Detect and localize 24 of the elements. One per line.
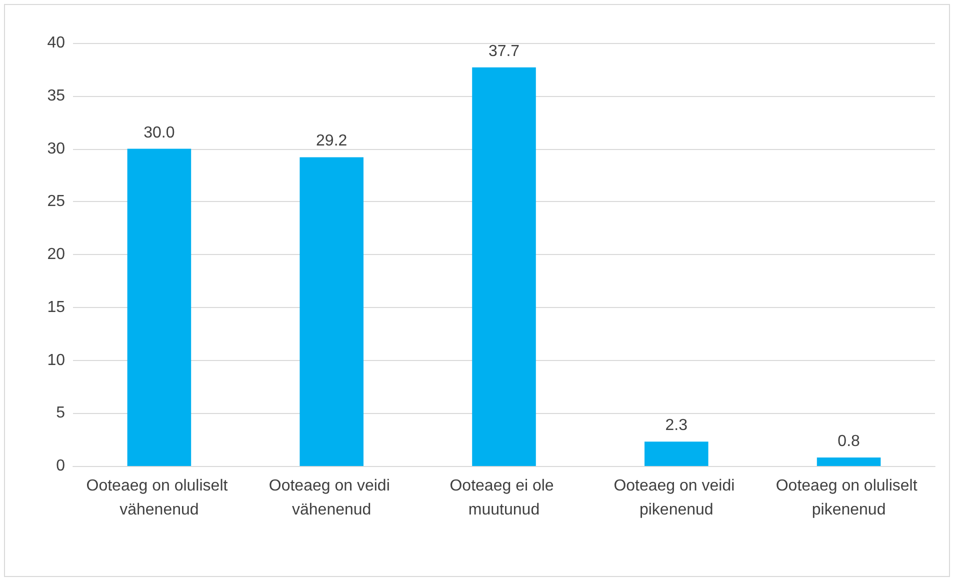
data-label: 0.8 <box>838 433 860 450</box>
data-label: 37.7 <box>488 42 520 60</box>
y-tick-label: 35 <box>47 87 66 104</box>
bar <box>472 67 536 466</box>
y-tick-label: 10 <box>47 352 66 369</box>
x-tick-label: Ooteaeg on oluliselt vähenenud <box>86 478 232 518</box>
y-tick-label: 5 <box>56 404 66 422</box>
y-tick-label: 25 <box>47 193 66 210</box>
x-tick-label: Ooteaeg on oluliselt pikenenud <box>776 478 922 518</box>
x-tick-label: Ooteaeg ei ole muutunud <box>450 478 558 518</box>
data-label: 30.0 <box>144 124 175 142</box>
x-tick-label: Ooteaeg on veidi pikenenud <box>614 478 740 518</box>
x-tick-label: Ooteaeg on veidi vähenenud <box>268 478 394 518</box>
bar <box>644 442 708 466</box>
data-label: 29.2 <box>316 132 348 150</box>
bar <box>816 458 881 466</box>
y-tick-label: 15 <box>47 298 66 316</box>
y-tick-label: 40 <box>47 34 66 52</box>
bar <box>300 157 364 466</box>
y-tick-label: 0 <box>56 458 66 474</box>
y-tick-label: 30 <box>47 140 66 158</box>
bar <box>127 148 192 466</box>
y-tick-label: 20 <box>47 246 66 263</box>
data-label: 2.3 <box>665 417 688 434</box>
